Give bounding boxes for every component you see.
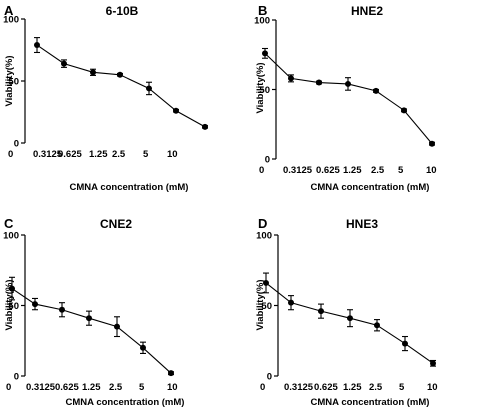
- y-axis-title-c: Viability(%): [4, 279, 15, 330]
- data-point: [32, 301, 38, 308]
- data-point: [34, 42, 40, 49]
- x-tick-label: 0.3125: [33, 149, 63, 160]
- y-tick-label: 50: [259, 85, 270, 96]
- x-tick-label: 0.625: [58, 149, 82, 160]
- x-tick-label: 0.3125: [283, 165, 313, 176]
- x-tick-label: 0: [8, 149, 13, 160]
- x-tick-label: 2.5: [369, 382, 383, 393]
- panel-title-c: CNE2: [100, 217, 132, 231]
- x-tick-label: 1.25: [343, 382, 362, 393]
- data-point: [140, 344, 146, 351]
- x-tick-label: 2.5: [112, 149, 126, 160]
- data-point: [402, 340, 408, 347]
- x-tick-label: 1.25: [82, 382, 101, 393]
- data-point: [9, 285, 15, 292]
- y-axis-title-a: Viability(%): [4, 55, 15, 106]
- data-point: [288, 75, 294, 82]
- x-tick-label: 5: [399, 382, 405, 393]
- panel-b: B HNE2 Viability(%) CMNA concentration (…: [254, 3, 436, 193]
- x-tick-label: 2.5: [109, 382, 123, 393]
- x-axis-title-b: CMNA concentration (mM): [311, 182, 430, 193]
- x-tick-label: 0.625: [316, 165, 340, 176]
- panel-title-a: 6-10B: [106, 4, 139, 18]
- x-tick-label: 5: [139, 382, 145, 393]
- panel-letter-a: A: [4, 3, 14, 18]
- panel-letter-b: B: [258, 3, 267, 18]
- data-point: [114, 323, 120, 330]
- x-tick-label: 0.625: [314, 382, 338, 393]
- y-tick-label: 100: [3, 231, 19, 242]
- x-tick-label: 10: [167, 382, 178, 393]
- panel-title-d: HNE3: [346, 217, 378, 231]
- x-tick-label: 10: [167, 149, 178, 160]
- data-point: [262, 50, 268, 57]
- data-point: [168, 370, 174, 377]
- x-tick-label: 0: [259, 165, 264, 176]
- data-point: [430, 360, 436, 367]
- x-axis-title-c: CMNA concentration (mM): [66, 397, 185, 408]
- data-point: [374, 322, 380, 329]
- x-tick-label: 10: [426, 165, 437, 176]
- y-tick-label: 50: [261, 301, 272, 312]
- x-tick-label: 5: [398, 165, 404, 176]
- data-point: [316, 79, 322, 86]
- panel-letter-d: D: [258, 216, 267, 231]
- x-axis-title-a: CMNA concentration (mM): [70, 182, 189, 193]
- data-point: [347, 315, 353, 322]
- y-tick-label: 0: [265, 155, 270, 166]
- x-axis-title-d: CMNA concentration (mM): [311, 397, 430, 408]
- data-point: [61, 60, 67, 67]
- panel-d: D HNE3 Viability(%) CMNA concentration (…: [255, 216, 438, 408]
- data-point: [288, 299, 294, 306]
- data-point: [86, 315, 92, 322]
- x-tick-label: 0: [260, 382, 265, 393]
- x-tick-label: 2.5: [371, 165, 385, 176]
- y-tick-label: 100: [3, 15, 19, 26]
- data-point: [429, 140, 435, 147]
- y-tick-label: 50: [8, 77, 19, 88]
- y-tick-label: 0: [267, 372, 272, 383]
- panel-letter-c: C: [4, 216, 14, 231]
- x-tick-label: 5: [143, 149, 149, 160]
- x-tick-label: 10: [427, 382, 438, 393]
- data-point: [90, 69, 96, 76]
- x-tick-label: 0.3125: [26, 382, 56, 393]
- y-axis-title-b: Viability(%): [255, 62, 266, 113]
- series-line: [36, 44, 206, 128]
- data-point: [373, 87, 379, 94]
- data-point: [59, 306, 65, 313]
- panel-a: A 6-10B Viability(%) CMNA concentration …: [3, 3, 208, 193]
- data-point: [345, 80, 351, 87]
- plot-area-d: 0 50 100 0 0.3125 0.625 1.25 2.5 5 10: [256, 231, 437, 394]
- data-point: [401, 107, 407, 114]
- x-tick-label: 0.3125: [284, 382, 314, 393]
- plot-area-b: 0 50 100 0 0.3125 0.625 1.25 2.5 5 10: [254, 16, 436, 177]
- y-tick-label: 0: [14, 139, 19, 150]
- y-tick-label: 100: [256, 231, 272, 242]
- data-point: [202, 123, 208, 130]
- series-line: [264, 52, 433, 145]
- y-tick-label: 50: [8, 301, 19, 312]
- x-tick-label: 0.625: [55, 382, 79, 393]
- x-tick-label: 0: [6, 382, 11, 393]
- data-point: [117, 71, 123, 78]
- data-point: [263, 279, 269, 286]
- x-tick-label: 1.25: [89, 149, 108, 160]
- data-point: [146, 85, 152, 92]
- data-point: [173, 107, 179, 114]
- y-tick-label: 0: [14, 372, 19, 383]
- plot-area-c: 0 50 100 0 0.3125 0.625 1.25 2.5 5 10: [3, 231, 177, 394]
- panel-title-b: HNE2: [351, 4, 383, 18]
- data-point: [318, 308, 324, 315]
- y-tick-label: 100: [254, 16, 270, 27]
- panel-c: C CNE2 Viability(%) CMNA concentration (…: [3, 216, 184, 408]
- x-tick-label: 1.25: [343, 165, 362, 176]
- y-axis-title-d: Viability(%): [255, 279, 266, 330]
